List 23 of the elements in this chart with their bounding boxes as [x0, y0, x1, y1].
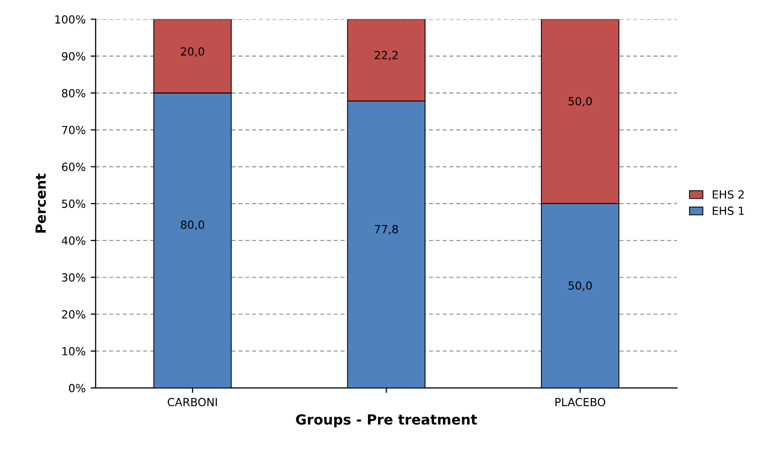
y-tick-label: 100%: [55, 15, 86, 24]
y-tick-label: 70%: [62, 126, 86, 134]
legend-label: EHS 1: [712, 206, 744, 215]
data-label: 22,2: [374, 50, 398, 60]
y-tick-label: 30%: [62, 273, 86, 282]
y-tick-label: 90%: [62, 52, 86, 60]
data-label: 50,0: [568, 97, 592, 107]
y-tick-label: 60%: [62, 162, 86, 172]
data-label: 20,0: [180, 47, 204, 57]
x-tick-label: PLACEBO: [555, 398, 606, 406]
data-label: 50,0: [568, 281, 592, 291]
y-tick-label: 80%: [62, 88, 86, 98]
y-tick-label: 20%: [62, 310, 86, 319]
x-tick-label: CARBONI: [168, 398, 217, 406]
data-label: 77,8: [374, 224, 398, 235]
x-axis-title: Groups - Pre treatment: [296, 414, 477, 428]
legend-label: EHS 2: [712, 190, 744, 199]
y-tick-label: 10%: [62, 347, 86, 356]
y-tick-label: 50%: [62, 200, 86, 208]
y-tick-label: 40%: [62, 236, 86, 245]
data-label: 80,0: [180, 220, 204, 230]
y-axis-title: Percent: [36, 174, 46, 233]
y-tick-label: 0%: [69, 384, 86, 392]
